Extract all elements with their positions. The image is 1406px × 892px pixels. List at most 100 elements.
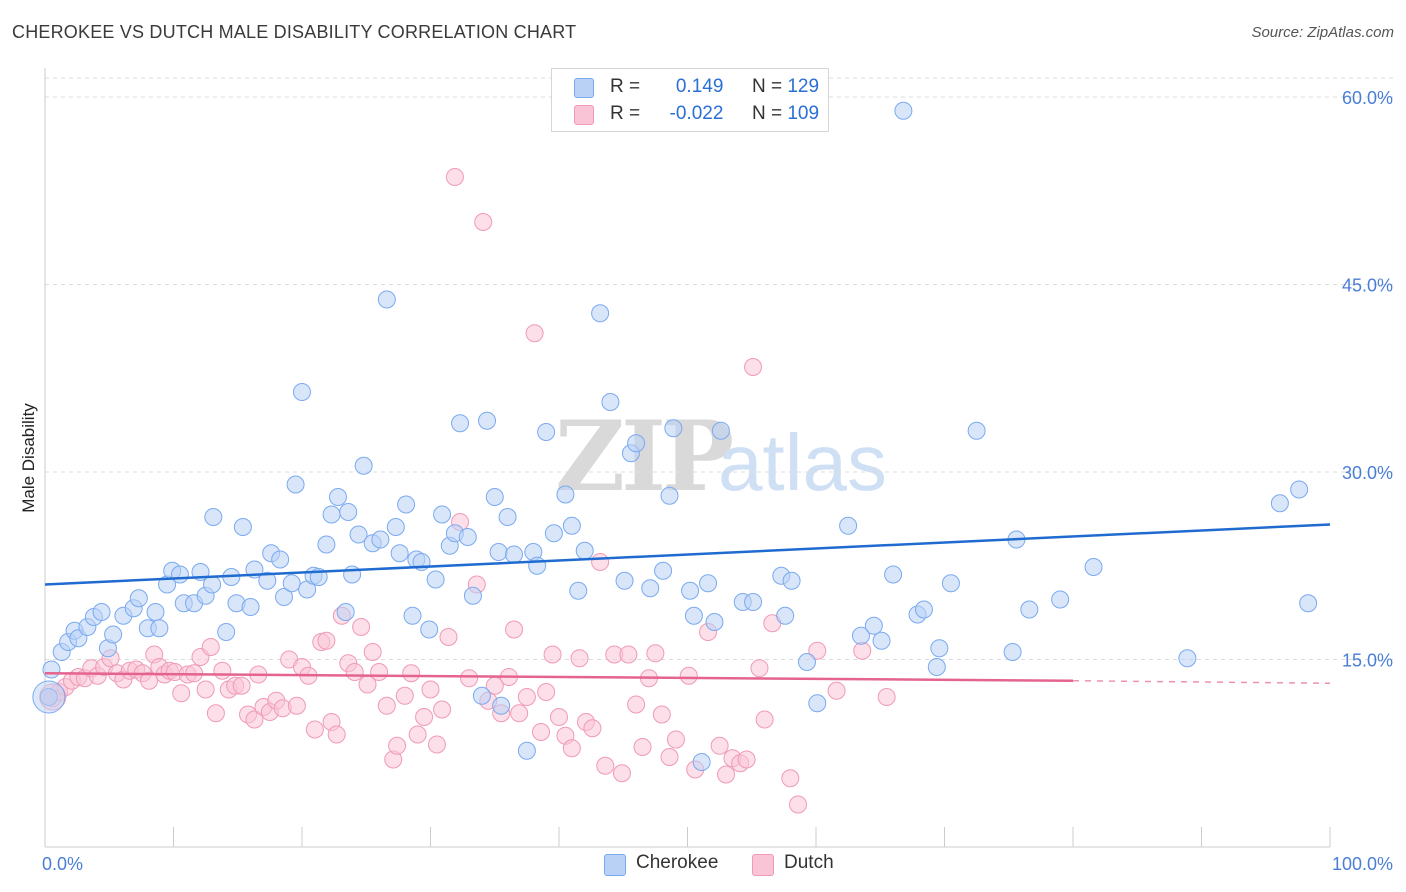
cherokee-point (927, 658, 946, 676)
cherokee-point (872, 631, 891, 650)
cherokee-point (1084, 558, 1103, 576)
legend-swatch-cherokee (574, 78, 594, 98)
dutch-point (646, 644, 665, 663)
cherokee-point (1299, 594, 1318, 613)
dutch-point (245, 710, 264, 729)
dutch-point (474, 213, 493, 231)
dutch-point (550, 708, 568, 726)
dutch-point (505, 620, 524, 639)
watermark-zip: ZIP (555, 400, 732, 513)
cherokee-point (1178, 649, 1197, 668)
cherokee-point (575, 541, 594, 560)
dutch-point (206, 704, 225, 723)
cherokee-point (967, 421, 986, 440)
dutch-point (679, 666, 698, 685)
dutch-point (377, 696, 396, 715)
chart-title: CHEROKEE VS DUTCH MALE DISABILITY CORREL… (12, 22, 577, 42)
cherokee-point (776, 606, 795, 625)
cherokee-point (241, 598, 260, 616)
cherokee-point (699, 574, 718, 593)
dutch-point (352, 618, 371, 636)
dutch-point (853, 641, 872, 660)
cherokee-point (711, 421, 730, 440)
cherokee-point (681, 581, 700, 600)
cherokee-point (104, 625, 123, 644)
cherokee-point (426, 570, 445, 589)
dutch-point (737, 750, 756, 769)
cherokee-point (498, 508, 517, 526)
cherokee-point (660, 486, 679, 505)
cherokee-point (692, 753, 711, 771)
tick-labels: 15.0% 30.0% 45.0% 60.0% 0.0% 100.0% Male Disab… (19, 88, 1393, 874)
legend-r-label: R = (610, 76, 641, 97)
trend-lines (44, 523, 1331, 684)
cherokee-point (562, 516, 581, 535)
dutch-point (388, 736, 407, 755)
cherokee-point (569, 581, 588, 600)
dutch-point (562, 739, 581, 758)
dutch-point (345, 663, 364, 681)
dutch-point (710, 736, 729, 755)
cherokee-point (808, 694, 827, 713)
dutch-point (717, 765, 736, 784)
cherokee-point (397, 495, 416, 514)
y-axis-title: Male Disability (19, 403, 38, 513)
dutch-point (583, 719, 602, 738)
dutch-point (877, 688, 896, 706)
dutch-point (570, 649, 589, 668)
cherokee-point (894, 101, 913, 120)
legend-n-value-dutch: 109 (787, 103, 820, 124)
dutch-point (612, 764, 631, 783)
dutch-point (213, 661, 232, 680)
cherokee-point (705, 613, 724, 631)
legend-swatch-dutch (574, 105, 594, 125)
axes (44, 68, 1331, 848)
dutch-point (201, 638, 220, 656)
cherokee-point (489, 543, 508, 561)
cherokee-point (150, 619, 169, 638)
cherokee-point (92, 603, 111, 621)
cherokee-point (42, 660, 61, 679)
watermark-atlas: atlas (718, 418, 887, 507)
cherokee-point (492, 696, 511, 715)
cherokee-point (664, 419, 683, 438)
dutch-point (232, 676, 251, 695)
cherokee-point (271, 550, 290, 569)
cherokee-point (627, 434, 646, 453)
cherokee-point (1003, 643, 1022, 661)
dutch-point (433, 700, 452, 719)
dutch-point (750, 659, 769, 678)
cherokee-point (217, 623, 236, 641)
cherokee-point (390, 544, 409, 563)
dutch-point (596, 756, 615, 775)
dutch-point (287, 696, 306, 715)
cherokee-point (258, 571, 277, 590)
cherokee-point (129, 589, 148, 608)
dutch-point (421, 680, 440, 699)
legend-n-label: N = (751, 76, 783, 97)
y-tick-label: 30.0% (1342, 463, 1393, 483)
cherokee-point (744, 593, 763, 611)
cherokee-point (782, 571, 801, 590)
dutch-point (652, 705, 671, 724)
cherokee-point (451, 414, 470, 433)
cherokee-point (798, 653, 817, 671)
legend-r-label: R = (610, 103, 641, 124)
bottom-legend-swatch-dutch (752, 854, 774, 876)
dutch-point (439, 628, 458, 646)
cherokee-point (1051, 590, 1070, 609)
dutch-point (633, 738, 652, 756)
cherokee-point (544, 524, 563, 543)
cherokee-point-cluster (32, 680, 66, 714)
dutch-point (363, 643, 382, 661)
cherokee-point (349, 525, 368, 544)
dutch-point (660, 748, 679, 766)
cherokee-point (233, 518, 252, 536)
dutch-point (196, 680, 215, 699)
legend-r-value-cherokee: 0.149 (675, 76, 724, 97)
dutch-point (517, 688, 536, 706)
dutch-point (327, 725, 346, 744)
cherokee-point (170, 565, 189, 584)
dutch-trend-line-extension (1072, 680, 1331, 684)
dutch-point (408, 725, 427, 744)
